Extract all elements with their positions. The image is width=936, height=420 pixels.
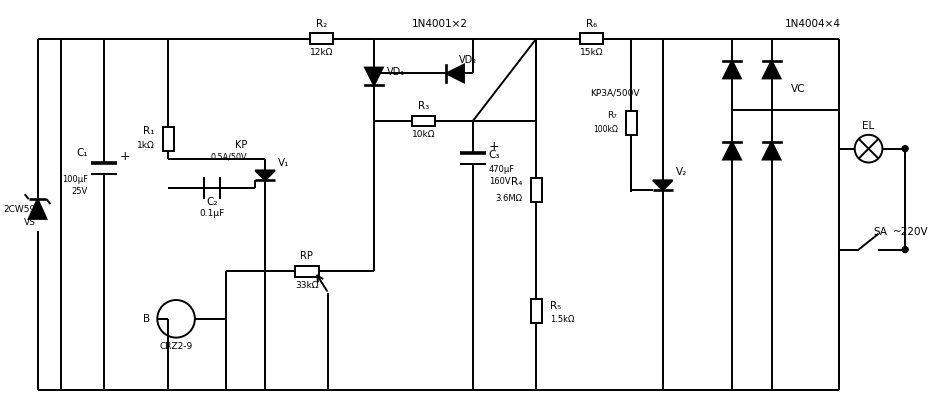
Text: 2CW59: 2CW59 xyxy=(4,205,36,213)
Polygon shape xyxy=(763,142,781,160)
Polygon shape xyxy=(29,199,47,219)
Text: 1.5kΩ: 1.5kΩ xyxy=(550,315,575,324)
Text: 33kΩ: 33kΩ xyxy=(295,281,318,290)
Text: 470µF: 470µF xyxy=(489,165,515,174)
Bar xyxy=(412,116,435,126)
Text: V₂: V₂ xyxy=(676,168,687,177)
Text: R₆: R₆ xyxy=(586,19,597,29)
Text: C₁: C₁ xyxy=(77,147,88,158)
Text: VC: VC xyxy=(792,84,806,94)
Text: 0.1µF: 0.1µF xyxy=(199,210,225,218)
Bar xyxy=(531,178,542,202)
Text: VS: VS xyxy=(23,218,36,227)
Text: 0.5A/50V: 0.5A/50V xyxy=(211,152,247,161)
Text: 10kΩ: 10kΩ xyxy=(412,130,435,139)
Text: 160V: 160V xyxy=(489,177,510,186)
Bar xyxy=(579,34,604,44)
Bar xyxy=(310,34,333,44)
Text: 1kΩ: 1kΩ xyxy=(137,141,154,150)
Text: +: + xyxy=(120,150,130,163)
Text: 100µF: 100µF xyxy=(62,175,88,184)
Text: ~220V: ~220V xyxy=(893,227,929,237)
Polygon shape xyxy=(724,60,741,79)
Circle shape xyxy=(902,247,908,252)
Text: KP: KP xyxy=(235,140,247,150)
Text: RP: RP xyxy=(300,252,314,262)
Text: 12kΩ: 12kΩ xyxy=(310,48,333,57)
Text: B: B xyxy=(143,314,151,324)
Text: R₃: R₃ xyxy=(417,101,429,111)
Text: V₁: V₁ xyxy=(278,158,289,168)
Text: 100kΩ: 100kΩ xyxy=(593,126,619,134)
Polygon shape xyxy=(724,142,741,160)
Text: 25V: 25V xyxy=(72,187,88,196)
Polygon shape xyxy=(653,180,673,190)
Circle shape xyxy=(902,146,908,152)
Bar xyxy=(531,299,542,323)
Text: CRZ2-9: CRZ2-9 xyxy=(159,342,193,351)
Text: +: + xyxy=(489,140,499,153)
Bar xyxy=(625,111,636,135)
Polygon shape xyxy=(763,60,781,79)
Text: 1N4004×4: 1N4004×4 xyxy=(785,19,841,29)
Text: VD₂: VD₂ xyxy=(459,55,477,65)
Text: SA: SA xyxy=(873,227,887,237)
Text: KP3A/500V: KP3A/500V xyxy=(591,89,640,98)
Text: C₂: C₂ xyxy=(206,197,217,207)
Bar xyxy=(295,266,318,277)
Text: 3.6MΩ: 3.6MΩ xyxy=(495,194,522,202)
Text: C₃: C₃ xyxy=(489,150,500,160)
Text: VD₁: VD₁ xyxy=(387,68,405,78)
Polygon shape xyxy=(256,171,275,180)
Text: R₄: R₄ xyxy=(511,177,522,187)
Text: R₅: R₅ xyxy=(550,301,562,311)
Bar xyxy=(163,127,173,151)
Text: 1N4001×2: 1N4001×2 xyxy=(412,19,468,29)
Text: R₇: R₇ xyxy=(607,110,617,120)
Polygon shape xyxy=(365,68,383,85)
Text: R₂: R₂ xyxy=(315,19,327,29)
Text: R₁: R₁ xyxy=(143,126,154,136)
Polygon shape xyxy=(446,65,464,82)
Text: 15kΩ: 15kΩ xyxy=(579,48,604,57)
Text: EL: EL xyxy=(862,121,874,131)
